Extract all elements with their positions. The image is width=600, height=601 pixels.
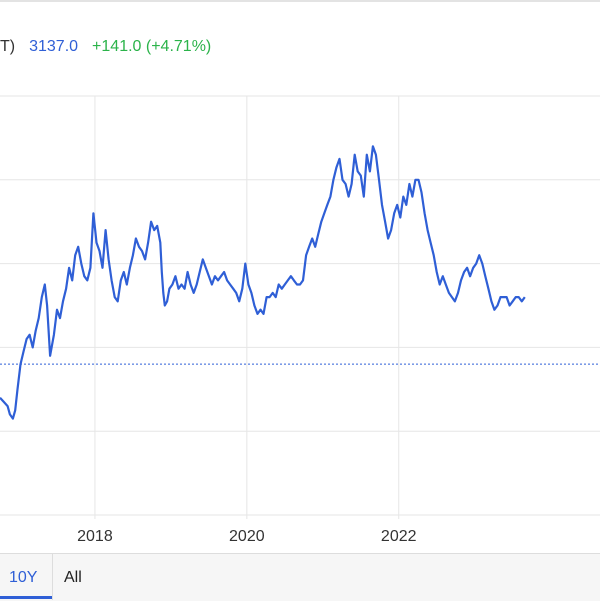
x-axis-ticks: 2018 2020 2022 bbox=[77, 528, 416, 545]
active-range-underline bbox=[0, 596, 52, 599]
quote-header: T) 3137.0 +141.0 (+4.71%) bbox=[0, 38, 225, 62]
price-line bbox=[0, 145, 526, 420]
range-selector: 10Y All bbox=[0, 553, 600, 601]
vertical-gridlines bbox=[94, 96, 400, 519]
x-tick-label: 2018 bbox=[77, 528, 113, 545]
ticker-label: T) bbox=[0, 38, 16, 55]
range-all-button[interactable]: All bbox=[64, 569, 82, 586]
price-chart: 2018 2020 2022 bbox=[0, 95, 600, 545]
x-tick-label: 2020 bbox=[229, 528, 265, 545]
price-change: +141.0 (+4.71%) bbox=[92, 38, 212, 55]
x-tick-label: 2022 bbox=[381, 528, 417, 545]
range-10y-button[interactable]: 10Y bbox=[9, 569, 38, 586]
price-value: 3137.0 bbox=[29, 38, 79, 55]
top-border bbox=[0, 0, 600, 2]
horizontal-gridlines bbox=[0, 95, 600, 516]
range-separator bbox=[52, 554, 53, 600]
